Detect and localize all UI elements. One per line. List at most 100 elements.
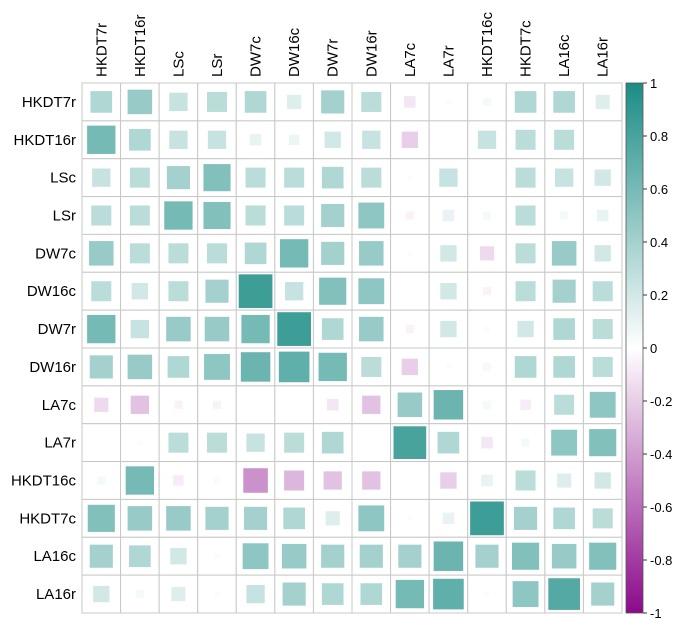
cell [351, 423, 392, 463]
square [437, 431, 460, 454]
square [521, 438, 530, 447]
square [401, 358, 419, 376]
square [283, 507, 305, 530]
square [135, 589, 144, 599]
square [514, 506, 538, 530]
row-label: DW7c [35, 245, 76, 262]
cell [351, 82, 392, 122]
square [174, 400, 183, 409]
square [213, 477, 221, 484]
square [596, 209, 609, 222]
cell [81, 423, 122, 463]
square [244, 506, 268, 530]
square [398, 544, 422, 568]
square [433, 578, 464, 610]
square [554, 394, 575, 415]
square [241, 314, 270, 344]
square [244, 242, 267, 265]
square [481, 436, 493, 449]
square [206, 243, 228, 264]
square [127, 89, 153, 115]
square [166, 166, 190, 190]
square [557, 473, 572, 488]
square [407, 175, 413, 181]
square [287, 94, 302, 110]
square [358, 202, 385, 229]
square [433, 390, 464, 420]
square [205, 506, 229, 530]
square [393, 426, 427, 459]
square [512, 581, 539, 608]
square [284, 205, 305, 226]
square [170, 548, 187, 565]
square [440, 320, 457, 338]
square [482, 287, 492, 296]
square [589, 391, 616, 418]
square [512, 542, 540, 570]
square [164, 201, 193, 230]
square [90, 91, 113, 113]
square [515, 129, 536, 150]
square [171, 586, 186, 602]
square [89, 241, 114, 266]
column-label: LSr [209, 54, 226, 77]
square [361, 91, 382, 112]
square [600, 137, 605, 142]
square [323, 471, 342, 490]
square [321, 583, 344, 605]
column-label: DW16r [363, 30, 380, 77]
colorbar [625, 82, 644, 614]
square [92, 168, 111, 187]
square [318, 352, 347, 382]
square [360, 583, 383, 605]
square [249, 134, 262, 146]
square [125, 466, 155, 495]
square [555, 168, 574, 187]
square [243, 468, 268, 493]
column-label: LA16r [595, 37, 612, 77]
square [433, 541, 464, 571]
square [553, 507, 575, 530]
square [245, 205, 266, 226]
square [591, 582, 615, 606]
square [560, 211, 569, 220]
cell [235, 385, 276, 425]
square [91, 281, 112, 302]
column-label: LA16c [556, 34, 573, 77]
square [288, 134, 300, 145]
square [482, 97, 492, 107]
square [87, 314, 116, 344]
square [93, 585, 110, 603]
square [321, 203, 345, 228]
square [514, 356, 537, 378]
square [553, 356, 575, 378]
square [325, 511, 340, 526]
square [551, 429, 578, 456]
square [592, 281, 613, 302]
square [445, 99, 452, 105]
square [97, 476, 106, 485]
square [514, 91, 537, 113]
square [397, 392, 423, 418]
square [594, 169, 611, 186]
square [324, 131, 341, 148]
square [214, 553, 220, 559]
square [395, 579, 425, 609]
square [167, 356, 190, 378]
square [169, 92, 188, 112]
square [245, 167, 266, 188]
square [94, 397, 109, 412]
row-label: DW16c [27, 283, 77, 300]
row-label: HKDT7c [19, 510, 76, 527]
square [277, 312, 312, 346]
square [131, 283, 149, 300]
square [470, 501, 504, 536]
square [279, 239, 309, 268]
square [359, 544, 383, 568]
square [127, 506, 153, 531]
square [594, 472, 611, 489]
square [278, 351, 310, 383]
square [515, 243, 536, 264]
square [589, 429, 617, 457]
square [482, 400, 492, 409]
